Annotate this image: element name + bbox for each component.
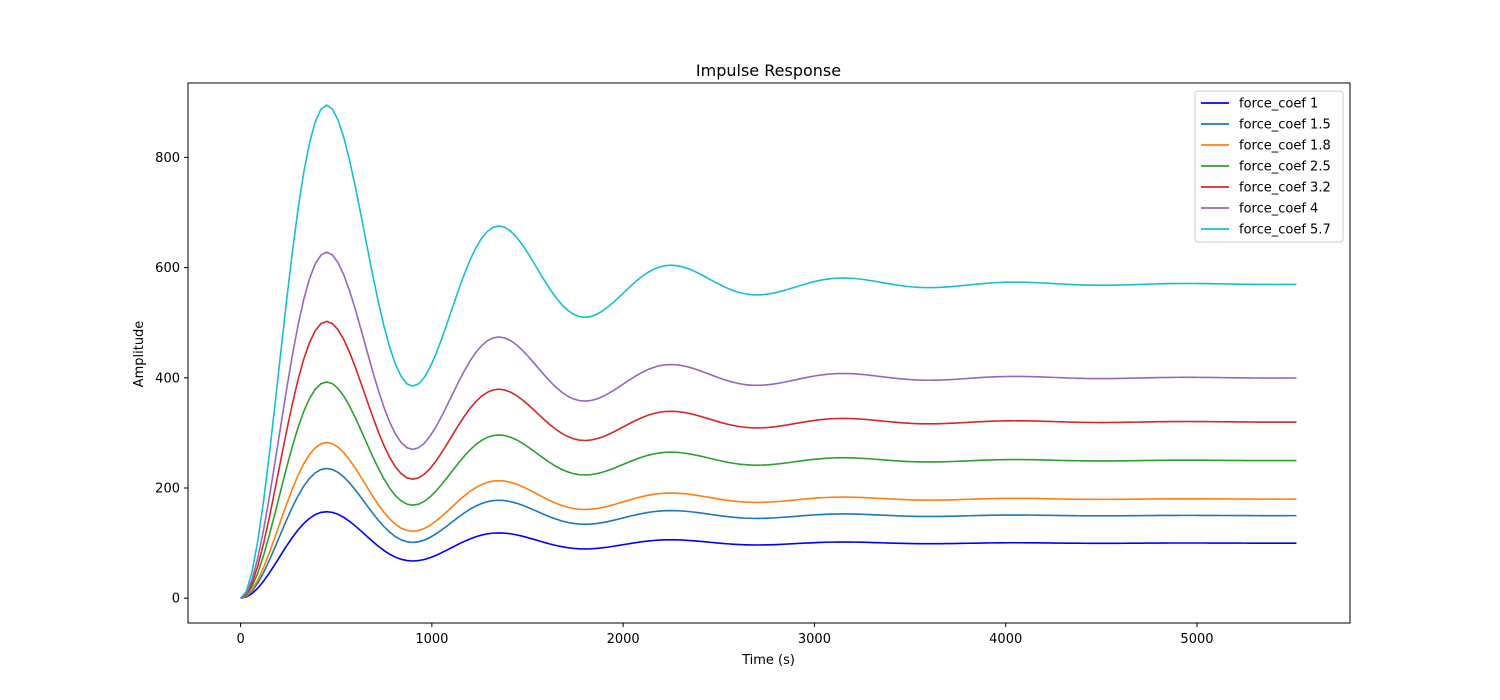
y-axis: 0 200 400 600 800 [155,151,188,607]
legend-items: force_coef 1 force_coef 1.5 force_coef 1.8… [1201,97,1331,238]
series-layer [239,104,1297,599]
series-line-4 [240,320,1297,599]
y-tick-label: 800 [155,151,180,166]
legend-label: force_coef 2.5 [1239,160,1331,175]
legend-label: force_coef 3.2 [1239,181,1331,196]
x-axis: 0 1000 2000 3000 4000 5000 [236,623,1214,647]
y-tick-label: 600 [155,261,180,276]
legend-label: force_coef 1.8 [1239,139,1331,154]
legend-label: force_coef 5.7 [1239,223,1331,238]
x-axis-title: Time (s) [741,653,795,668]
x-tick-label: 5000 [1180,632,1213,647]
x-tick-label: 4000 [989,632,1022,647]
series-line-5 [240,251,1297,599]
legend-box [1194,90,1344,243]
plot-frame [187,82,1351,624]
y-axis-title: Amplitude [132,321,147,388]
chart-title: Impulse Response [696,61,841,80]
y-tick-label: 200 [155,482,180,497]
x-tick-label: 2000 [607,632,640,647]
y-tick-label: 0 [172,592,180,607]
y-tick-label: 400 [155,371,180,386]
series-line-3 [240,381,1297,599]
x-tick-label: 3000 [798,632,831,647]
plot-area [187,82,1351,624]
x-tick-label: 1000 [415,632,448,647]
series-line-1 [240,467,1297,599]
x-tick-label: 0 [236,632,244,647]
legend-label: force_coef 1 [1239,97,1318,112]
legend-label: force_coef 1.5 [1239,118,1331,133]
series-line-2 [240,441,1297,599]
legend: force_coef 1 force_coef 1.5 force_coef 1.8… [1194,90,1344,243]
series-line-6 [239,104,1297,599]
series-line-0 [240,510,1297,599]
legend-label: force_coef 4 [1239,202,1318,217]
